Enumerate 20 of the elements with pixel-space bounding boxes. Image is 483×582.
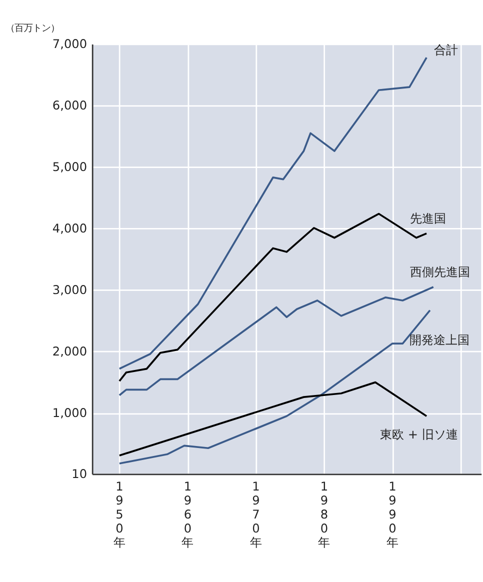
y-tick-label: 7,000 <box>52 37 88 52</box>
y-tick-label: 2,000 <box>52 344 88 359</box>
series-label: 東欧 + 旧ソ連 <box>380 427 458 442</box>
y-tick-label: 6,000 <box>52 98 88 113</box>
series-label: 西側先進国 <box>410 264 470 279</box>
x-tick-label: 1970年 <box>250 480 262 550</box>
line-series <box>118 286 434 396</box>
y-tick-label: 4,000 <box>52 222 88 236</box>
y-tick-label: 10 <box>72 467 88 482</box>
y-tick-label: 5,000 <box>52 160 88 174</box>
x-tick-label: 1960年 <box>182 480 194 550</box>
y-tick-label: 3,000 <box>52 283 88 298</box>
series-label: 開発途上国 <box>409 332 470 347</box>
x-tick-label: 1990年 <box>386 480 398 550</box>
x-tick-label: 1980年 <box>318 480 330 550</box>
series-label: 先進国 <box>410 211 446 226</box>
y-tick-label: 1,000 <box>52 406 88 420</box>
x-tick-label: 1950年 <box>113 480 126 550</box>
y-axis-title: （百万トン） <box>5 22 60 34</box>
series-label: 合計 <box>434 42 458 57</box>
